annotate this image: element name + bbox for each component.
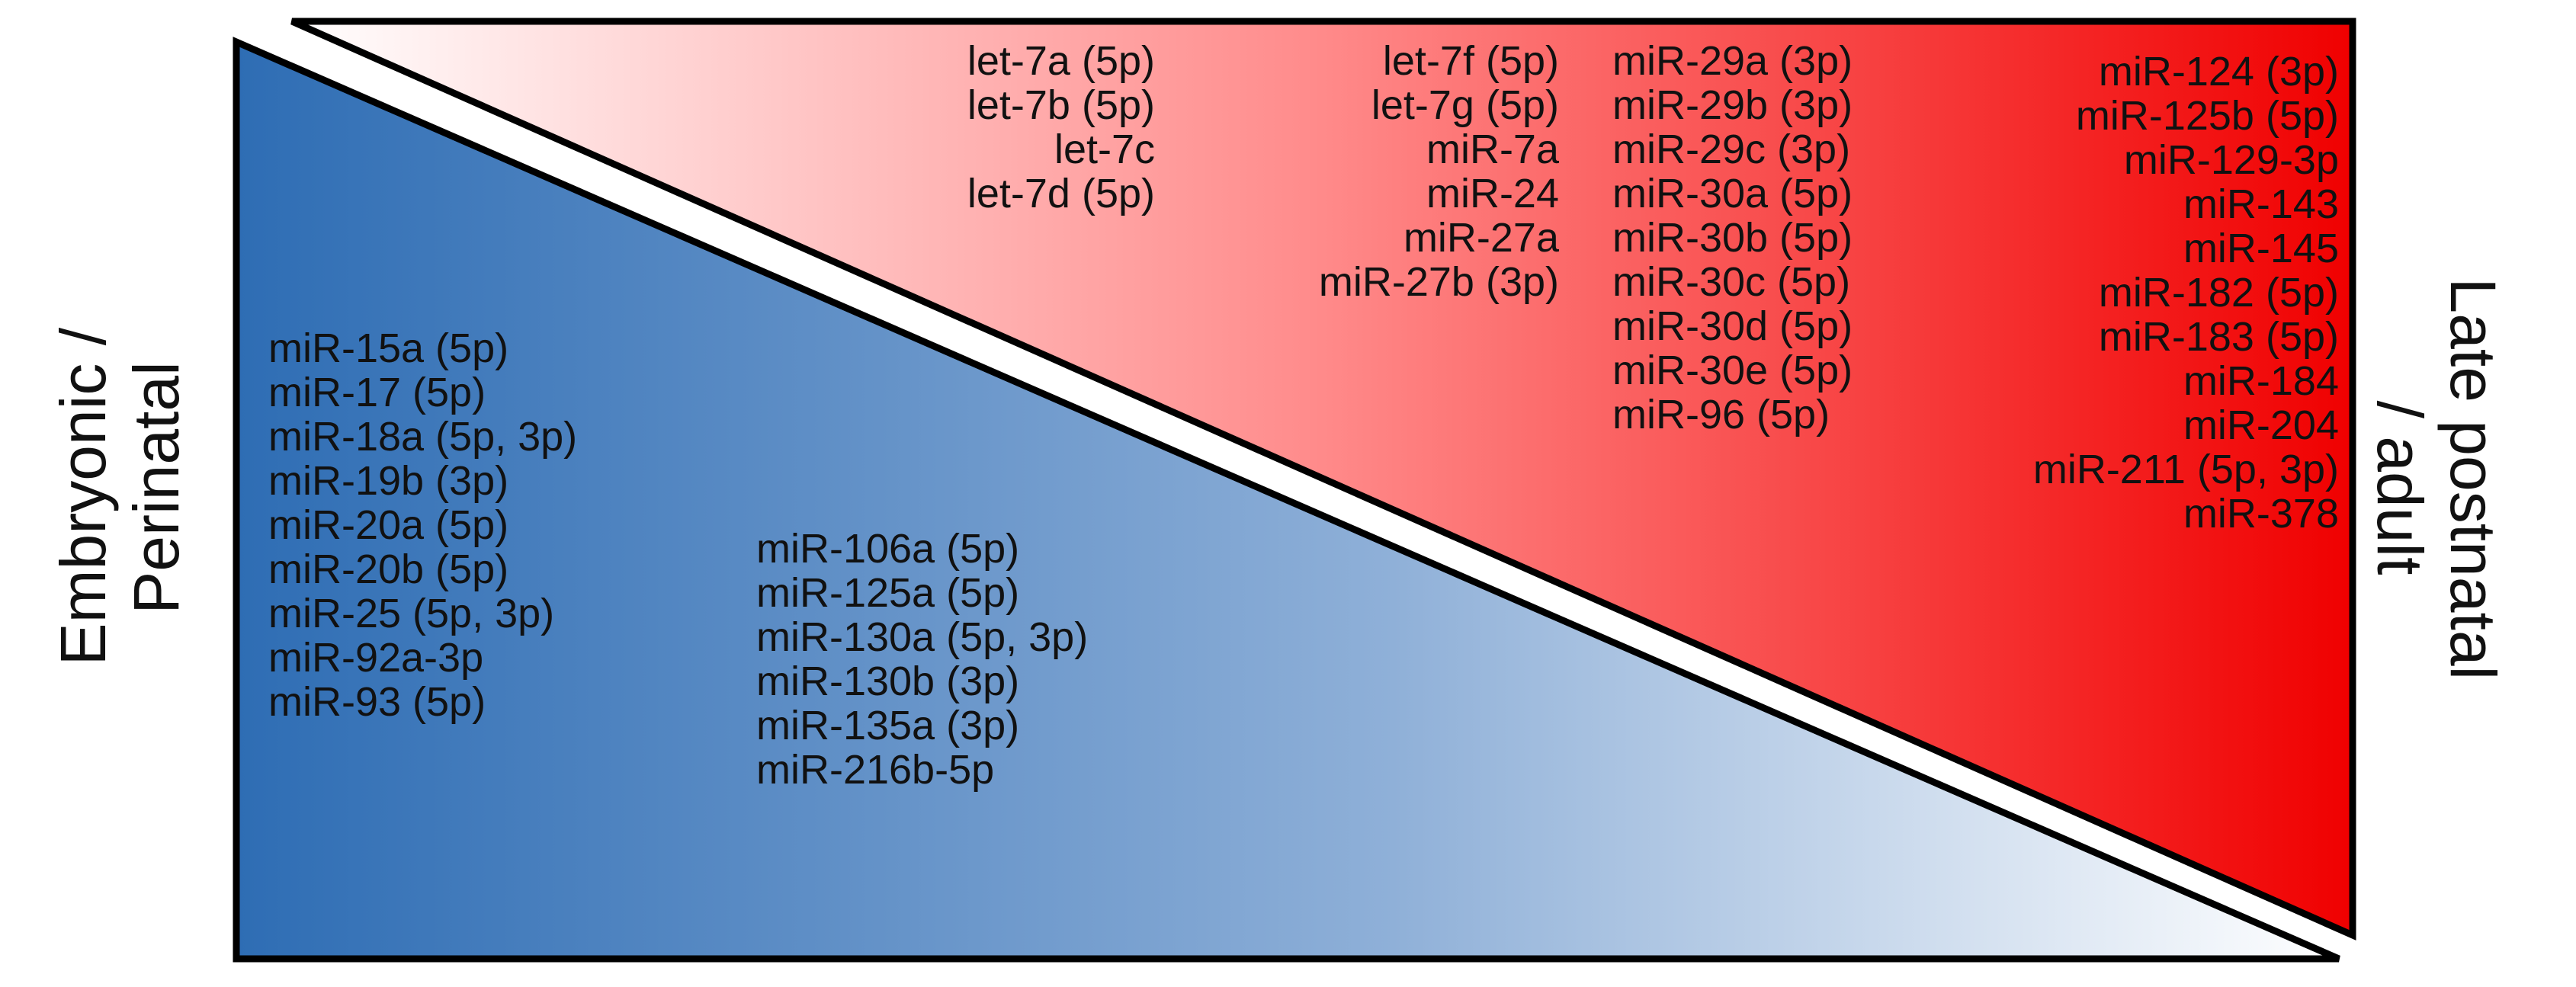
mirna-label: miR-211 (5p, 3p): [2033, 447, 2339, 492]
mirna-label: let-7g (5p): [1371, 82, 1559, 128]
mirna-label: miR-143: [2183, 181, 2339, 227]
mirna-label: miR-25 (5p, 3p): [268, 591, 554, 636]
mirna-label: miR-29a (3p): [1612, 38, 1853, 84]
mirna-label: miR-30c (5p): [1612, 259, 1850, 305]
embryonic-list-column-1: miR-15a (5p)miR-17 (5p)miR-18a (5p, 3p)m…: [268, 325, 577, 725]
mirna-label: miR-129-3p: [2124, 137, 2339, 183]
mirna-label: miR-20a (5p): [268, 502, 508, 548]
mirna-label: miR-7a: [1426, 127, 1560, 172]
mirna-label: miR-135a (3p): [756, 703, 1019, 748]
mirna-label: miR-30b (5p): [1612, 215, 1853, 261]
mirna-label: miR-183 (5p): [2099, 314, 2339, 360]
mirna-label: let-7b (5p): [967, 82, 1155, 128]
svg-text:Embryonic / Perinatal: Embryonic / Perinatal: [47, 310, 192, 666]
mirna-label: miR-96 (5p): [1612, 392, 1830, 437]
mirna-label: let-7c: [1054, 127, 1155, 172]
left-label-line-2: Perinatal: [120, 361, 192, 614]
mirna-label: miR-30a (5p): [1612, 171, 1853, 216]
mirna-label: miR-30e (5p): [1612, 348, 1853, 393]
mirna-label: miR-125a (5p): [756, 570, 1019, 616]
mirna-label: miR-130a (5p, 3p): [756, 614, 1088, 660]
right-axis-label: Late postnatal / adult: [2364, 277, 2509, 697]
adult-list-column-2: let-7f (5p)let-7g (5p)miR-7amiR-24miR-27…: [1319, 38, 1560, 305]
mirna-label: miR-17 (5p): [268, 370, 486, 415]
mirna-label: miR-130b (3p): [756, 659, 1019, 704]
mirna-label: miR-20b (5p): [268, 546, 508, 592]
mirna-label: miR-184: [2183, 358, 2339, 404]
mirna-label: miR-29c (3p): [1612, 127, 1850, 172]
mirna-label: miR-216b-5p: [756, 747, 994, 793]
left-axis-label: Embryonic / Perinatal: [47, 310, 192, 666]
mirna-label: miR-106a (5p): [756, 526, 1019, 572]
mirna-label: miR-29b (3p): [1612, 82, 1853, 128]
mirna-label: miR-15a (5p): [268, 325, 508, 371]
mirna-label: let-7f (5p): [1383, 38, 1559, 84]
adult-list-column-4: miR-124 (3p)miR-125b (5p)miR-129-3pmiR-1…: [2033, 49, 2339, 537]
adult-triangle: [290, 18, 2356, 941]
mirna-label: let-7a (5p): [967, 38, 1155, 84]
svg-text:Late postnatal / adult: Late postnatal / adult: [2364, 277, 2509, 697]
mirna-label: miR-378: [2183, 491, 2339, 537]
right-label-line-1: Late postnatal: [2437, 277, 2509, 680]
mirna-label: miR-27b (3p): [1319, 259, 1559, 305]
mirna-label: miR-204: [2183, 402, 2339, 448]
left-label-line-1: Embryonic /: [47, 327, 119, 665]
mirna-label: miR-30d (5p): [1612, 303, 1853, 349]
mirna-label: miR-125b (5p): [2076, 93, 2339, 139]
mirna-label: miR-24: [1426, 171, 1559, 216]
mirna-label: miR-124 (3p): [2099, 49, 2339, 95]
mirna-label: let-7d (5p): [967, 171, 1155, 216]
mirna-label: miR-182 (5p): [2099, 270, 2339, 316]
right-label-line-2: / adult: [2364, 401, 2436, 575]
mirna-label: miR-93 (5p): [268, 679, 486, 725]
embryonic-triangle: [233, 37, 2340, 963]
mirna-label: miR-19b (3p): [268, 458, 508, 504]
adult-list-column-3: miR-29a (3p)miR-29b (3p)miR-29c (3p)miR-…: [1612, 38, 1853, 437]
mirna-label: miR-145: [2183, 226, 2339, 271]
embryonic-list-column-2: miR-106a (5p)miR-125a (5p)miR-130a (5p, …: [756, 526, 1088, 793]
mirna-label: miR-18a (5p, 3p): [268, 414, 577, 460]
mirna-label: miR-92a-3p: [268, 635, 483, 681]
mirna-label: miR-27a: [1403, 215, 1560, 261]
